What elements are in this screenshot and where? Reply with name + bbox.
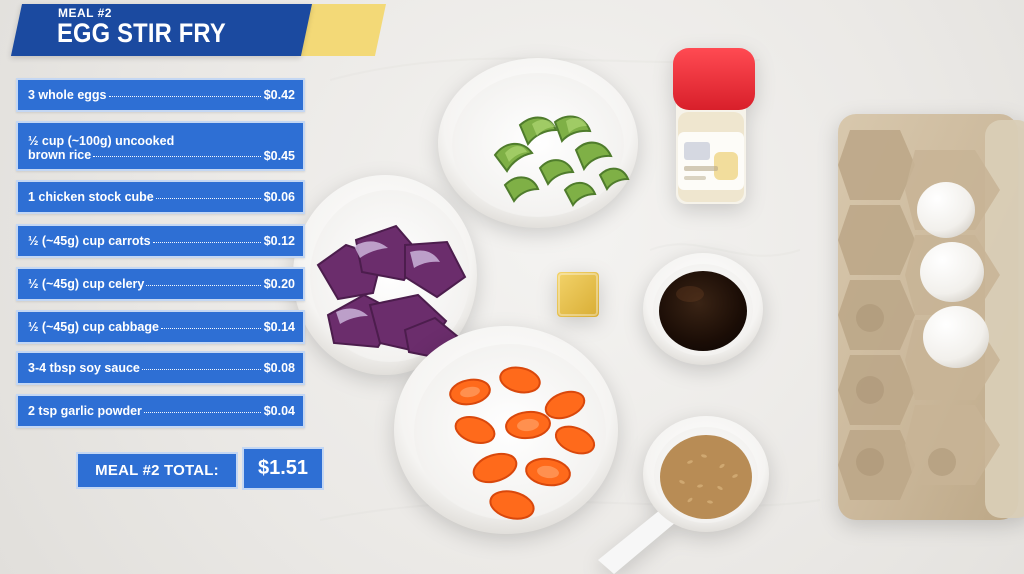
egg-carton-icon [838,114,1024,520]
cost-item-line: ½ (~45g) cup cabbage [28,320,264,335]
cost-item-line: 2 tsp garlic powder [28,404,264,419]
dot-leader [93,156,261,158]
cost-item: ½ (~45g) cup celery [28,277,264,292]
cost-item-line: brown rice [28,148,264,163]
cost-row: 1 chicken stock cube $0.06 [16,180,305,214]
cost-item-text: 2 tsp garlic powder [28,403,142,418]
soy-sauce-icon [643,253,763,365]
dot-leader [141,368,261,370]
cost-item-line: ½ (~45g) cup carrots [28,234,264,249]
cost-item: 2 tsp garlic powder [28,404,264,419]
dot-leader [108,95,261,97]
cost-row: 3 whole eggs $0.42 [16,78,305,112]
cost-item-line: 3 whole eggs [28,88,264,103]
cost-item: ½ (~45g) cup cabbage [28,320,264,335]
cost-item: 1 chicken stock cube [28,190,264,205]
cost-item-line: ½ cup (~100g) uncooked [28,133,175,148]
cost-item-line: 3-4 tbsp soy sauce [28,361,264,376]
cost-price: $0.42 [263,88,295,102]
header: MEAL #2 EGG STIR FRY [28,6,298,54]
cost-item: ½ (~45g) cup carrots [28,234,264,249]
dot-leader [143,411,261,413]
cost-price: $0.14 [263,320,295,334]
cost-item-text: ½ (~45g) cup cabbage [28,319,159,334]
stock-cube-icon [557,272,599,317]
cost-price: $0.04 [263,404,295,418]
cost-item-text: 3 whole eggs [28,87,107,102]
meal-total-value: $1.51 [242,447,324,490]
spice-jar-icon [673,48,755,204]
cost-row: ½ (~45g) cup cabbage $0.14 [16,310,305,344]
cost-price: $0.45 [263,149,295,163]
cost-item-line: 1 chicken stock cube [28,190,264,205]
cost-price: $0.20 [263,277,295,291]
cost-row: ½ (~45g) cup carrots $0.12 [16,224,305,258]
cabbage-icon [316,224,467,360]
cost-row: 2 tsp garlic powder $0.04 [16,394,305,428]
cost-item-text: brown rice [28,148,92,163]
cost-item-text: ½ (~45g) cup celery [28,276,145,291]
cost-row: ½ (~45g) cup celery $0.20 [16,267,305,301]
cost-price: $0.12 [263,234,295,248]
cost-item-line: ½ (~45g) cup celery [28,277,264,292]
cost-price: $0.08 [263,361,295,375]
celery-icon [493,115,630,207]
dot-leader [155,197,261,199]
cost-item-text: 3-4 tbsp soy sauce [28,360,140,375]
cost-item: 3-4 tbsp soy sauce [28,361,264,376]
egg-icon [917,182,989,368]
cost-row: ½ cup (~100g) uncooked brown rice $0.45 [16,121,305,171]
cost-item-text: 1 chicken stock cube [28,189,154,204]
meal-number-label: MEAL #2 [58,6,112,20]
meal-title: EGG STIR FRY [57,18,226,48]
cost-row: 3-4 tbsp soy sauce $0.08 [16,351,305,385]
dot-leader [146,284,261,286]
cost-item: 3 whole eggs [28,88,264,103]
cost-item-text: ½ (~45g) cup carrots [28,233,151,248]
carrot-icon [449,366,596,520]
cost-item: ½ cup (~100g) uncooked brown rice [28,134,264,164]
dot-leader [152,241,261,243]
cost-price: $0.06 [263,190,295,204]
dot-leader [160,327,261,329]
meal-total-label: MEAL #2 TOTAL: [76,452,238,489]
rice-icon [598,416,769,574]
